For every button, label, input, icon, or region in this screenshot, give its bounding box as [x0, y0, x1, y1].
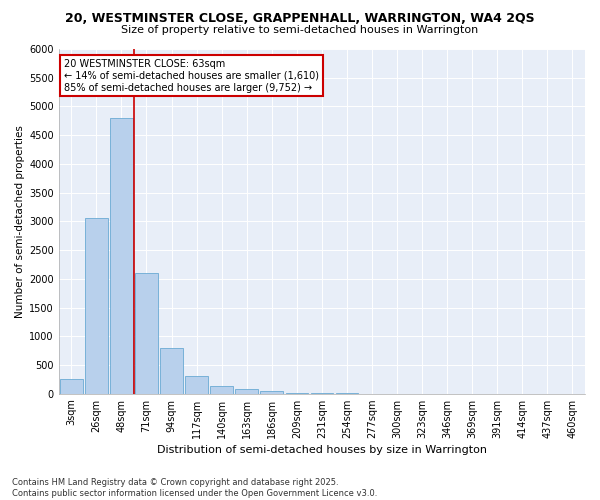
- Bar: [185, 376, 208, 394]
- Y-axis label: Number of semi-detached properties: Number of semi-detached properties: [15, 125, 25, 318]
- Bar: [260, 392, 283, 394]
- Bar: [235, 389, 258, 394]
- Text: Size of property relative to semi-detached houses in Warrington: Size of property relative to semi-detach…: [121, 25, 479, 35]
- X-axis label: Distribution of semi-detached houses by size in Warrington: Distribution of semi-detached houses by …: [157, 445, 487, 455]
- Bar: [85, 218, 107, 394]
- Bar: [160, 348, 183, 394]
- Bar: [135, 273, 158, 394]
- Text: 20 WESTMINSTER CLOSE: 63sqm
← 14% of semi-detached houses are smaller (1,610)
85: 20 WESTMINSTER CLOSE: 63sqm ← 14% of sem…: [64, 60, 319, 92]
- Bar: [311, 393, 333, 394]
- Bar: [60, 380, 83, 394]
- Bar: [110, 118, 133, 394]
- Bar: [286, 392, 308, 394]
- Bar: [211, 386, 233, 394]
- Text: 20, WESTMINSTER CLOSE, GRAPPENHALL, WARRINGTON, WA4 2QS: 20, WESTMINSTER CLOSE, GRAPPENHALL, WARR…: [65, 12, 535, 26]
- Text: Contains HM Land Registry data © Crown copyright and database right 2025.
Contai: Contains HM Land Registry data © Crown c…: [12, 478, 377, 498]
